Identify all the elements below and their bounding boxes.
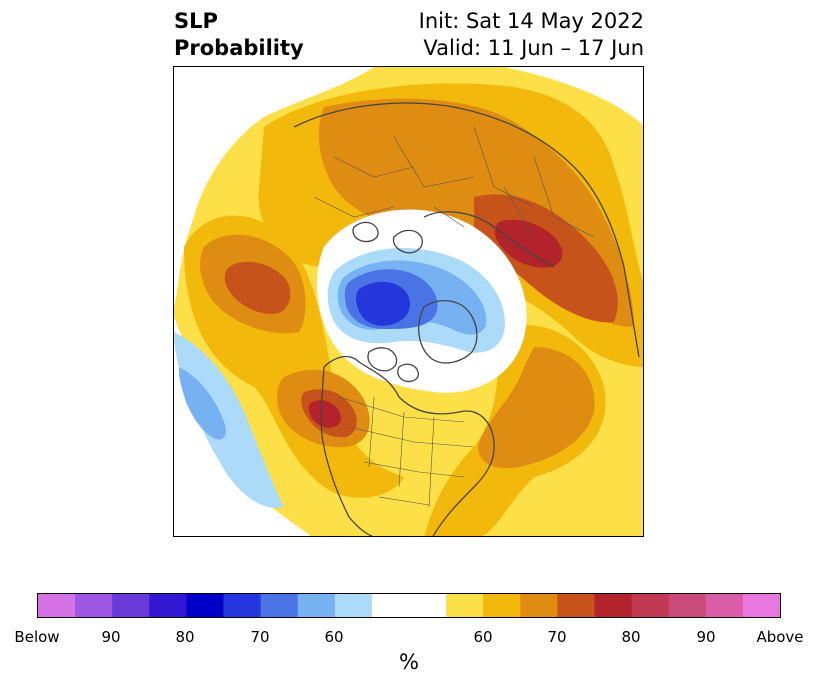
colorbar-swatch-13 xyxy=(520,594,558,617)
colorbar-swatch-12 xyxy=(483,594,521,617)
colorbar-tick-below-90: 90 xyxy=(101,628,121,646)
colorbar-swatches xyxy=(38,594,780,617)
region-above-80-pnw xyxy=(308,400,341,428)
arctic-islands xyxy=(352,221,423,254)
region-below-75 xyxy=(356,281,411,326)
map-title: SLP Probability xyxy=(174,8,304,62)
colorbar-swatch-9 xyxy=(371,594,410,617)
colorbar-swatch-11 xyxy=(446,594,484,617)
valid-range-label: Valid: 11 Jun – 17 Jun xyxy=(423,36,644,60)
colorbar-swatch-19 xyxy=(742,594,780,617)
colorbar-swatch-1 xyxy=(75,594,113,617)
coastlines xyxy=(293,102,640,536)
canadian-archipelago xyxy=(367,347,419,383)
political-borders xyxy=(313,126,595,508)
colorbar-swatch-3 xyxy=(149,594,187,617)
title-line-2: Probability xyxy=(174,36,304,60)
colorbar-swatch-0 xyxy=(38,594,76,617)
colorbar-tick-below: Below xyxy=(14,628,60,646)
region-neutral-west xyxy=(174,317,312,536)
init-date-label: Init: Sat 14 May 2022 xyxy=(418,9,644,33)
colorbar-tick-below-80: 80 xyxy=(175,628,195,646)
colorbar-tick-below-70: 70 xyxy=(250,628,270,646)
colorbar-tick-above-80: 80 xyxy=(621,628,641,646)
colorbar-swatch-10 xyxy=(409,594,447,617)
region-neutral-north xyxy=(174,67,374,307)
colorbar-tick-above-90: 90 xyxy=(696,628,716,646)
north-america-coast xyxy=(320,355,495,536)
colorbar xyxy=(37,593,781,618)
region-above-70-east xyxy=(478,347,595,469)
colorbar-swatch-15 xyxy=(594,594,633,617)
colorbar-swatch-14 xyxy=(557,594,595,617)
colorbar-tick-below-60: 60 xyxy=(324,628,344,646)
region-below-60-west xyxy=(174,332,284,508)
forecast-dates: Init: Sat 14 May 2022 Valid: 11 Jun – 17… xyxy=(419,8,644,62)
region-neutral-ne xyxy=(504,67,643,126)
colorbar-swatch-16 xyxy=(631,594,670,617)
colorbar-tick-above-70: 70 xyxy=(547,628,567,646)
colorbar-swatch-2 xyxy=(112,594,150,617)
region-below-65-west xyxy=(178,367,226,440)
greenland-coast xyxy=(418,300,478,364)
region-above-75-west xyxy=(224,261,291,314)
region-above-80-north xyxy=(494,219,563,268)
colorbar-swatch-7 xyxy=(297,594,336,617)
colorbar-tick-above: Above xyxy=(756,628,804,646)
colorbar-tick-above-60: 60 xyxy=(473,628,493,646)
colorbar-swatch-6 xyxy=(260,594,299,617)
colorbar-swatch-4 xyxy=(186,594,224,617)
colorbar-unit-label: % xyxy=(399,650,419,674)
colorbar-swatch-17 xyxy=(668,594,707,617)
probability-map xyxy=(174,67,643,536)
eurasia-coast xyxy=(293,102,640,358)
colorbar-swatch-8 xyxy=(334,594,373,617)
map-panel xyxy=(173,66,644,537)
colorbar-swatch-5 xyxy=(223,594,262,617)
title-line-1: SLP xyxy=(174,9,218,33)
colorbar-swatch-18 xyxy=(705,594,744,617)
